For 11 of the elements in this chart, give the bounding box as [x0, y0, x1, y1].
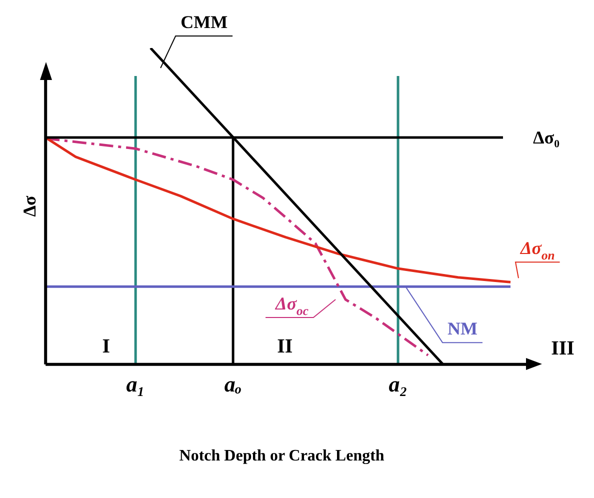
series-label: Δσ₀: [533, 128, 560, 148]
x-tick-label: a₁: [126, 371, 145, 396]
annotation: II: [277, 335, 293, 358]
x-axis-title: Notch Depth or Crack Length: [179, 448, 384, 465]
annotation: I: [102, 335, 110, 358]
text: III: [551, 337, 575, 360]
series-label: CMM: [180, 12, 228, 32]
y-axis-title: Δσ: [19, 195, 40, 217]
x-tick-label: a₂: [388, 371, 408, 396]
x-tick-label: aₒ: [224, 371, 242, 396]
series-label: NM: [448, 318, 478, 339]
